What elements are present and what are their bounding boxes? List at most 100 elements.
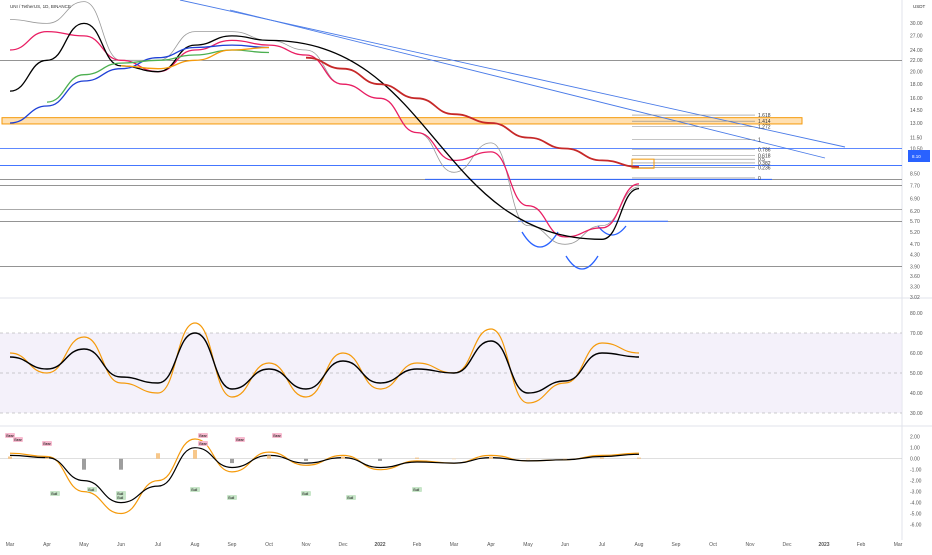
macd-tick-label: 2.00 [910,435,920,441]
x-tick-label: Dec [339,542,348,548]
fib-label: 0.5 [758,157,765,163]
macd-hist-bar [378,458,382,461]
price-tick-label: 4.30 [910,253,920,259]
fib-label: 0.618 [758,153,771,159]
macd-tick-label: -4.00 [910,500,922,506]
price-tick-label: 5.70 [910,219,920,225]
bear-signal-tag [272,433,282,438]
series-ma_red [305,56,640,168]
macd-panel: BearBearBearBullBullBearBullBearBullBear… [0,433,902,515]
bear-signal-tag [198,441,208,446]
price-tick-label: 10.50 [910,146,923,152]
bull-signal-tag [412,487,422,492]
series-ma_short [9,30,640,238]
price-tick-label: 16.00 [910,96,923,102]
fib-label: 0 [758,176,761,182]
price-tick-label: 13.00 [910,121,923,127]
price-tick-label: 5.20 [910,230,920,236]
fib-label: 0.382 [758,161,771,167]
macd-hist-bar [526,458,530,460]
price-tick-label: 3.90 [910,264,920,270]
bear-signal-tag [198,433,208,438]
macd-tick-label: -1.00 [910,467,922,473]
bull-signal-tag [227,495,237,500]
bull-signal-tag [346,495,356,500]
price-panel [9,1,640,245]
series-ma_black [9,22,640,240]
fib-label: 1 [758,138,761,144]
rsi-tick-label: 70.00 [910,331,923,337]
macd-tick-label: -2.00 [910,478,922,484]
x-tick-label: Apr [43,542,51,548]
x-tick-label: Oct [709,542,717,548]
macd-tick-label: -6.00 [910,522,922,528]
bear-signal-tag [235,437,245,442]
panel-frames [0,0,932,540]
bull-signal-label: Bull [302,492,308,496]
macd-tick-label: 0.00 [910,457,920,463]
price-tick-label: 4.70 [910,242,920,248]
price-tick-label: 20.00 [910,69,923,75]
head-arc [565,255,599,270]
macd-hist-bar [193,449,197,459]
bull-signal-label: Bull [117,492,123,496]
macd-hist-bar [637,457,641,459]
series-rsi_ma [9,332,640,394]
x-tick-label: Nov [302,542,311,548]
bear-signal-tag [42,441,52,446]
macd-tick-label: -3.00 [910,489,922,495]
rsi-tick-label: 40.00 [910,391,923,397]
bull-signal-tag [301,491,311,496]
bull-signal-label: Bull [191,488,197,492]
fib-label: 0.786 [758,147,771,153]
bear-signal-label: Bear [273,434,281,438]
x-tick-label: Mar [6,542,15,548]
x-tick-label: Feb [857,542,866,548]
bear-signal-label: Bear [199,434,207,438]
macd-hist-bar [415,457,419,459]
rsi-tick-label: 30.00 [910,411,923,417]
fib-box [631,158,655,169]
bull-signal-tag [87,487,97,492]
macd-hist-bar [452,458,456,460]
macd-hist-bar [600,457,604,459]
macd-hist-bar [304,458,308,461]
x-tick-label: Jul [599,542,605,548]
price-tick-label: 27.00 [910,34,923,40]
series-price [9,1,640,245]
price-tick-label: 3.60 [910,274,920,280]
macd-tick-label: 1.00 [910,446,920,452]
symbol-label: UNI / TetherUS, 1D, BINANCE [10,4,71,9]
macd-hist-bar [156,453,160,459]
x-tick-label: Oct [265,542,273,548]
macd-hist-bar [230,458,234,464]
bull-signal-label: Bull [347,496,353,500]
x-tick-label: Dec [783,542,792,548]
trendline-upper [179,0,846,148]
macd-tick-label: -5.00 [910,511,922,517]
x-tick-label: Apr [487,542,495,548]
series-ma_orange [120,46,270,70]
x-tick-label: May [79,542,89,548]
rsi-tick-label: 50.00 [910,371,923,377]
x-tick-label: May [523,542,533,548]
bear-signal-label: Bear [14,438,22,442]
x-tick-label: Mar [894,542,903,548]
price-tick-label: 22.00 [910,58,923,64]
bull-signal-tag [116,491,126,496]
x-tick-label: 2023 [818,542,829,548]
price-badge-bg [908,150,930,162]
series-signal [9,447,640,504]
macd-hist-bar [267,455,271,459]
macd-hist-bar [119,458,123,470]
price-tick-label: 14.50 [910,108,923,114]
price-tick-label: 3.02 [910,295,920,301]
axes: 30.00 27.00 24.00 22.00 20.00 18.00 16.00 14.50… [6,21,923,548]
bull-signal-label: Bull [88,488,94,492]
price-tick-label: 7.70 [910,183,920,189]
shoulder-arc-right [597,225,627,236]
bear-signal-tag [5,433,15,438]
bear-signal-label: Bear [199,442,207,446]
series-rsi [9,322,640,404]
bull-signal-tag [116,495,126,500]
